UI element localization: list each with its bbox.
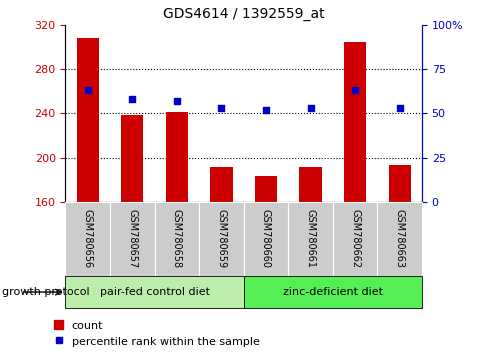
Bar [343,42,365,202]
Title: GDS4614 / 1392559_at: GDS4614 / 1392559_at [163,7,324,21]
Point [350,87,358,93]
Bar [287,202,332,276]
Bar [65,276,243,308]
Bar [76,38,99,202]
Text: GSM780663: GSM780663 [394,210,404,268]
Bar [254,176,276,202]
Text: zinc-deficient diet: zinc-deficient diet [282,287,382,297]
Bar [154,202,199,276]
Bar [210,167,232,202]
Bar [299,167,321,202]
Text: GSM780660: GSM780660 [260,210,271,268]
Point [173,98,181,104]
Text: pair-fed control diet: pair-fed control diet [99,287,209,297]
Bar [243,202,287,276]
Bar [110,202,154,276]
Bar [377,202,421,276]
Text: GSM780662: GSM780662 [349,209,359,269]
Bar [199,202,243,276]
Text: GSM780661: GSM780661 [305,210,315,268]
Point [217,105,225,111]
Point [395,105,403,111]
Point [306,105,314,111]
Bar [166,112,188,202]
Text: GSM780657: GSM780657 [127,209,137,269]
Point [84,87,91,93]
Text: GSM780656: GSM780656 [83,209,92,269]
Text: growth protocol: growth protocol [2,287,90,297]
Text: GSM780658: GSM780658 [171,209,182,269]
Bar [121,115,143,202]
Bar [332,202,377,276]
Bar [388,165,410,202]
Bar [243,276,421,308]
Legend: count, percentile rank within the sample: count, percentile rank within the sample [54,320,259,347]
Point [128,96,136,102]
Bar [65,202,110,276]
Point [261,107,269,113]
Text: GSM780659: GSM780659 [216,209,226,269]
